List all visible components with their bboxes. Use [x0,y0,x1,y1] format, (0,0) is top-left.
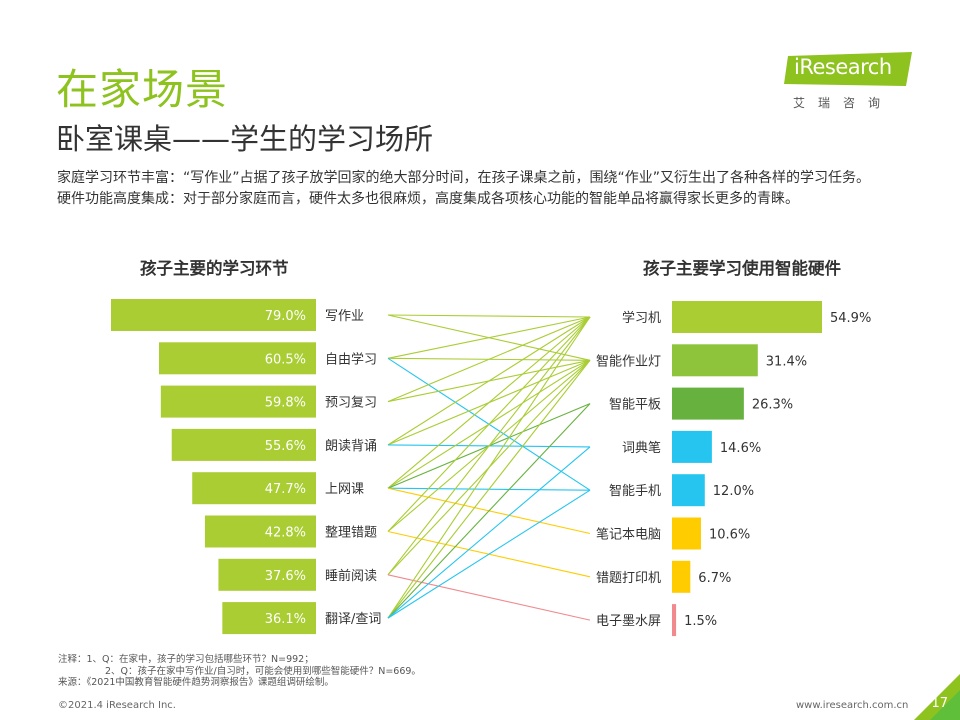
left-category-label: 翻译/查词 [325,612,381,627]
left-category-label: 整理错题 [325,526,377,541]
left-category-label: 自由学习 [325,351,377,367]
left-category-label: 朗读背诵 [325,439,377,454]
right-category-label: 智能手机 [609,484,661,499]
iresearch-logo: iResearch 艾瑞咨询 [784,52,924,112]
copyright: ©2021.4 iResearch Inc. [58,700,176,711]
right-category-label: 错题打印机 [596,571,661,586]
connection-line [387,316,591,532]
left-bar [204,515,316,548]
connection-line [387,316,591,446]
website-url: www.iresearch.com.cn [796,700,909,711]
right-category-label: 智能平板 [609,398,661,413]
right-bar-value: 1.5% [684,614,717,629]
left-bar-value: 47.7% [265,482,306,497]
connection-line [387,446,591,619]
right-chart-title: 孩子主要学习使用智能硬件 [643,259,841,278]
page-title: 在家场景 [56,65,229,114]
connection-line [387,489,591,619]
left-bar [222,602,316,635]
chart-notes: 注释：1、Q：在家中，孩子的学习包括哪些环节？N=992； 2、Q：孩子在家中写… [58,654,421,689]
left-category-label: 睡前阅读 [325,568,377,584]
connection-line [387,403,591,619]
right-bar-value: 6.7% [698,571,731,586]
left-bar [192,472,316,505]
page-subtitle: 卧室课桌——学生的学习场所 [56,122,434,156]
right-bar [672,560,691,593]
page-number: 17 [931,696,948,711]
note-line-2: 2、Q：孩子在家中写作业/自习时，可能会使用到哪些智能硬件？N=669。 [105,665,421,677]
left-bar [171,428,316,461]
intro-line-1: 家庭学习环节丰富：“写作业”占据了孩子放学回家的绝大部分时间，在孩子课桌之前，围… [57,170,871,186]
page-corner-icon [914,674,960,720]
left-bar-value: 59.8% [265,396,306,411]
right-category-label: 笔记本电脑 [596,527,661,543]
right-bar [672,387,744,420]
left-category-label: 上网课 [325,482,364,497]
right-bar [672,301,822,333]
right-bar-value: 12.0% [713,484,754,499]
right-bar [672,430,712,463]
logo-subtext: 艾瑞咨询 [793,96,894,110]
right-bar [672,517,701,550]
connection-line [387,316,591,619]
intro-line-2: 硬件功能高度集成：对于部分家庭而言，硬件太多也很麻烦，高度集成各项核心功能的智能… [57,191,799,207]
right-bar [672,474,705,507]
left-bar [218,558,316,591]
left-bar-value: 42.8% [265,526,306,541]
left-bar-value: 36.1% [265,612,306,627]
left-bar-value: 60.5% [265,352,306,367]
right-category-label: 电子墨水屏 [596,614,661,629]
connection-line [387,316,591,359]
connection-line [387,316,591,576]
source-line: 来源：《2021中国教育智能硬件趋势洞察报告》课题组调研绘制。 [58,677,334,688]
left-bar [160,385,316,418]
logo-text: iResearch [794,55,892,79]
connection-line [387,314,591,318]
connection-line [387,316,591,403]
right-category-label: 智能作业灯 [596,354,661,369]
right-bar-value: 31.4% [766,354,807,369]
right-category-label: 词典笔 [622,440,661,456]
connection-lines [387,314,591,621]
right-bar-value: 14.6% [720,441,761,456]
note-line-1: 注释：1、Q：在家中，孩子的学习包括哪些环节？N=992； [58,654,314,665]
right-bar-value: 54.9% [830,311,871,326]
right-bar-value: 26.3% [752,398,793,413]
right-category-label: 学习机 [622,310,661,326]
left-bar [111,299,316,331]
left-category-label: 预习复习 [325,396,377,411]
connection-line [387,359,591,619]
connection-line [387,574,591,621]
right-bar-value: 10.6% [709,528,750,543]
left-bar-value: 37.6% [265,569,306,584]
right-bar [672,344,758,377]
left-chart-title: 孩子主要的学习环节 [140,259,289,278]
right-bar [672,604,677,637]
connection-line [387,316,591,489]
intro-text: 家庭学习环节丰富：“写作业”占据了孩子放学回家的绝大部分时间，在孩子课桌之前，围… [57,168,917,210]
left-bar-value: 79.0% [265,309,306,324]
left-bar [159,342,316,375]
logo-shape-icon [784,52,912,86]
left-category-label: 写作业 [325,309,364,324]
left-bar-value: 55.6% [265,439,306,454]
